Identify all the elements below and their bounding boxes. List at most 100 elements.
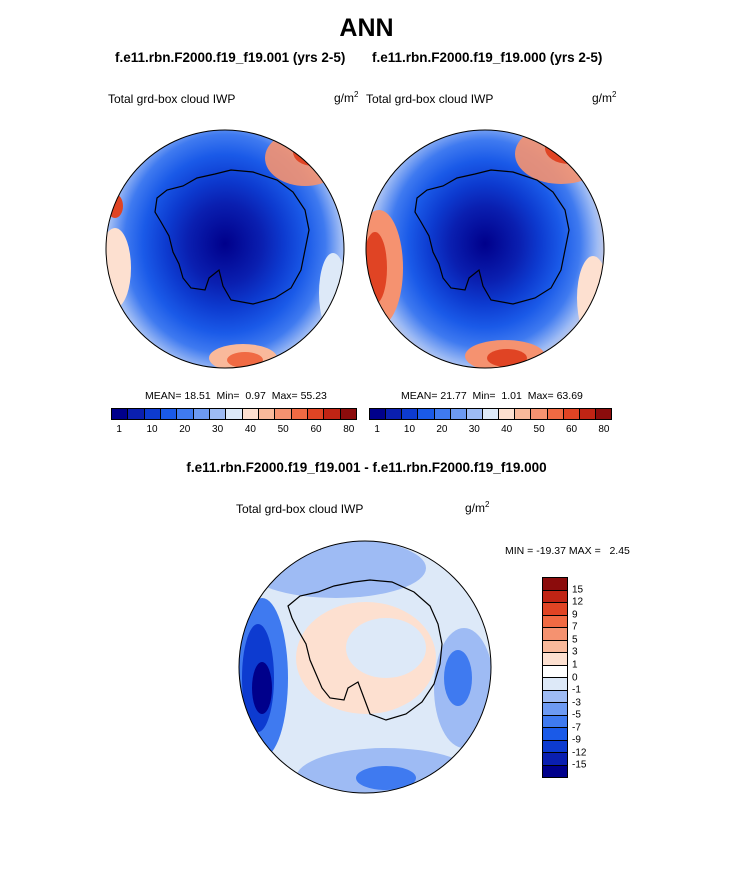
diff-colorbar-box <box>543 765 567 777</box>
colorbar-box <box>144 409 161 419</box>
panel2-stats: MEAN= 21.77 Min= 1.01 Max= 63.69 <box>401 390 583 402</box>
panel2-colorbar-ticks: 1 10 20 30 40 50 60 80 <box>369 424 612 438</box>
diff-colorbar-box <box>543 628 567 641</box>
colorbar-tick-label: 50 <box>277 424 289 435</box>
difference-polar-map <box>238 540 492 794</box>
colorbar-tick-label: 10 <box>403 424 416 435</box>
panel2-antarctica-coastline <box>414 169 570 305</box>
diff-colorbar-tick-label: 5 <box>572 634 578 646</box>
colorbar-box <box>466 409 483 419</box>
colorbar-tick-label: 40 <box>244 424 256 435</box>
colorbar-box <box>291 409 308 419</box>
panel1-colorbar <box>111 408 357 420</box>
diff-antarctica-coastline <box>287 579 443 721</box>
colorbar-tick-label: 50 <box>533 424 545 435</box>
diff-colorbar-box <box>543 653 567 666</box>
diff-unit-base: g/m <box>465 501 486 515</box>
diff-colorbar-tick-label: -7 <box>572 722 581 734</box>
colorbar-box <box>547 409 564 419</box>
diff-colorbar-box <box>543 590 567 603</box>
diff-colorbar <box>542 577 568 778</box>
diff-colorbar-box <box>543 603 567 616</box>
colorbar-box <box>160 409 178 419</box>
colorbar-box <box>226 409 243 419</box>
panel1-unit-base: g/m <box>334 91 355 105</box>
colorbar-tick-label: 20 <box>179 424 191 435</box>
colorbar-box <box>275 409 292 419</box>
colorbar-tick-label: 80 <box>343 424 355 435</box>
diff-colorbar-box <box>543 578 567 591</box>
panel1-colorbar-ticks: 1 10 20 30 40 50 60 80 <box>111 424 357 438</box>
panel2-max-label: Max= <box>527 390 554 402</box>
colorbar-box <box>209 409 227 419</box>
panel1-field <box>106 130 344 368</box>
diff-colorbar-tick-label: -9 <box>572 734 581 746</box>
figure-title: ANN <box>339 14 394 42</box>
colorbar-box <box>193 409 210 419</box>
colorbar-tick-label: 30 <box>468 424 480 435</box>
panel2-mean: 21.77 <box>440 390 467 402</box>
colorbar-box <box>242 409 259 419</box>
panel2-variable-label: Total grd-box cloud IWP <box>366 92 494 106</box>
panel2-min: 1.01 <box>501 390 522 402</box>
panel1-polar-map <box>105 129 345 369</box>
diff-colorbar-tick-label: -12 <box>572 747 587 759</box>
colorbar-box <box>563 409 580 419</box>
panel2-min-label: Min= <box>472 390 496 402</box>
colorbar-tick-label: 80 <box>598 424 610 435</box>
diff-colorbar-tick-label: 12 <box>572 596 584 608</box>
diff-colorbar-box <box>543 690 567 703</box>
colorbar-box <box>531 409 548 419</box>
diff-colorbar-box <box>543 753 567 766</box>
colorbar-tick-label: 60 <box>310 424 322 435</box>
diff-colorbar-tick-label: -15 <box>572 759 587 771</box>
panel2-unit-exp: 2 <box>612 90 617 99</box>
colorbar-tick-label: 10 <box>146 424 158 435</box>
panel1-stats: MEAN= 18.51 Min= 0.97 Max= 55.23 <box>145 390 327 402</box>
diff-unit: g/m2 <box>465 500 489 515</box>
diff-colorbar-box <box>543 740 567 753</box>
colorbar-box <box>324 409 341 419</box>
diff-colorbar-tick-label: 9 <box>572 609 578 621</box>
colorbar-box <box>340 409 356 419</box>
panel2-polar-map <box>365 129 605 369</box>
diff-colorbar-tick-label: 3 <box>572 646 578 658</box>
colorbar-box <box>579 409 596 419</box>
diff-colorbar-box <box>543 665 567 678</box>
diff-colorbar-tick-label: 1 <box>572 659 578 671</box>
panel1-min: 0.97 <box>245 390 266 402</box>
panel1-min-label: Min= <box>216 390 240 402</box>
colorbar-tick-label: 60 <box>565 424 578 435</box>
diff-colorbar-tick-label: -1 <box>572 684 581 696</box>
colorbar-box <box>482 409 500 419</box>
panel1-case-title: f.e11.rbn.F2000.f19_f19.001 (yrs 2-5) <box>115 50 346 65</box>
diff-unit-exp: 2 <box>485 500 490 509</box>
colorbar-box <box>450 409 467 419</box>
colorbar-box <box>128 409 145 419</box>
panel1-unit: g/m2 <box>334 90 358 105</box>
diff-colorbar-ticks: 15 12 9 7 5 3 1 0 -1 -3 -5 -7 -9 -12 -15 <box>572 577 602 778</box>
panel1-max: 55.23 <box>300 390 327 402</box>
diff-minmax: MIN = -19.37 MAX = 2.45 <box>505 545 630 557</box>
colorbar-tick-label: 40 <box>501 424 513 435</box>
panel1-max-label: Max= <box>271 390 298 402</box>
panel2-max: 63.69 <box>556 390 583 402</box>
diff-colorbar-tick-label: -5 <box>572 709 581 721</box>
colorbar-box <box>418 409 435 419</box>
diff-variable-label: Total grd-box cloud IWP <box>236 502 364 516</box>
colorbar-box <box>177 409 194 419</box>
difference-title: f.e11.rbn.F2000.f19_f19.001 - f.e11.rbn.… <box>186 460 547 475</box>
diff-colorbar-box <box>543 640 567 653</box>
colorbar-box <box>402 409 419 419</box>
diff-colorbar-box <box>543 715 567 728</box>
colorbar-box <box>499 409 516 419</box>
panel2-mean-label: MEAN= <box>401 390 438 402</box>
colorbar-tick-label: 30 <box>212 424 224 435</box>
panel2-colorbar <box>369 408 612 420</box>
diff-colorbar-tick-label: 7 <box>572 621 578 633</box>
diff-colorbar-tick-label: -3 <box>572 697 581 709</box>
colorbar-box <box>515 409 532 419</box>
colorbar-box <box>307 409 325 419</box>
diff-colorbar-box <box>543 728 567 741</box>
diff-colorbar-tick-label: 0 <box>572 672 578 683</box>
